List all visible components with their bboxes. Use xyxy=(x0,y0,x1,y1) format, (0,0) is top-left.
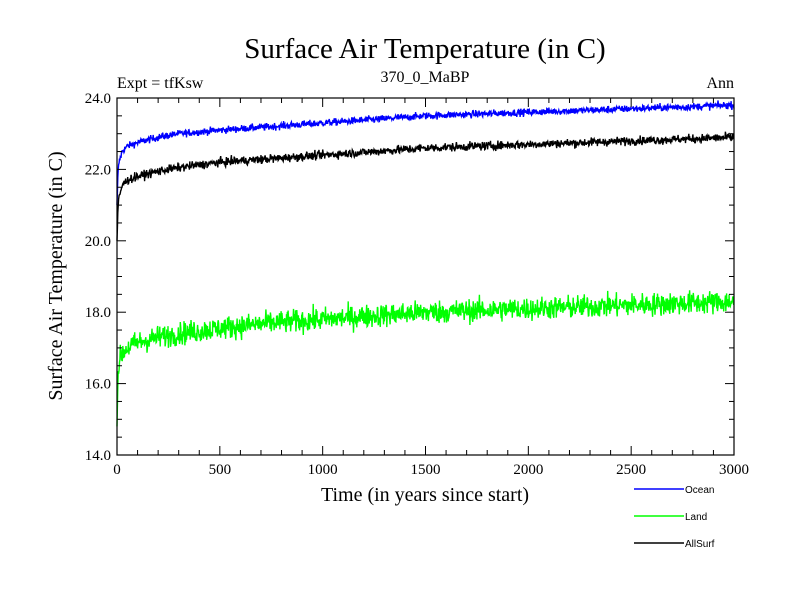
subtitle-center: 370_0_MaBP xyxy=(381,69,470,86)
y-axis-label: Surface Air Temperature (in C) xyxy=(45,151,67,400)
x-tick-label: 3000 xyxy=(719,462,749,478)
series-line-allsurf xyxy=(116,131,735,241)
y-tick-label: 18.0 xyxy=(85,305,111,321)
x-tick-label: 1000 xyxy=(308,462,338,478)
series-layer xyxy=(116,100,735,427)
series-line-land xyxy=(116,290,735,427)
x-tick-label: 1500 xyxy=(411,462,441,478)
x-tick-label: 500 xyxy=(209,462,232,478)
x-tick-label: 2500 xyxy=(616,462,646,478)
y-tick-label: 24.0 xyxy=(85,91,111,107)
y-tick-label: 20.0 xyxy=(85,234,111,250)
y-tick-label: 14.0 xyxy=(85,448,111,464)
ticks-layer xyxy=(116,97,735,456)
legend-label-allsurf: AllSurf xyxy=(685,539,715,550)
subtitle-left: Expt = tfKsw xyxy=(117,75,204,92)
x-axis-label: Time (in years since start) xyxy=(321,484,529,506)
legend-label-land: Land xyxy=(685,512,707,523)
y-tick-label: 22.0 xyxy=(85,162,111,178)
y-tick-labels: 14.0 16.0 18.0 20.0 22.0 24.0 xyxy=(85,91,111,464)
series-line-ocean xyxy=(116,100,735,206)
x-tick-label: 0 xyxy=(113,462,121,478)
chart-title: Surface Air Temperature (in C) xyxy=(244,33,605,65)
plot-frame xyxy=(116,97,735,456)
x-tick-labels: 0 500 1000 1500 2000 2500 3000 xyxy=(113,462,749,478)
subtitle-right: Ann xyxy=(706,75,734,92)
y-tick-label: 16.0 xyxy=(85,377,111,393)
x-tick-label: 2000 xyxy=(513,462,543,478)
legend: Ocean Land AllSurf xyxy=(634,485,715,550)
legend-label-ocean: Ocean xyxy=(685,485,714,496)
